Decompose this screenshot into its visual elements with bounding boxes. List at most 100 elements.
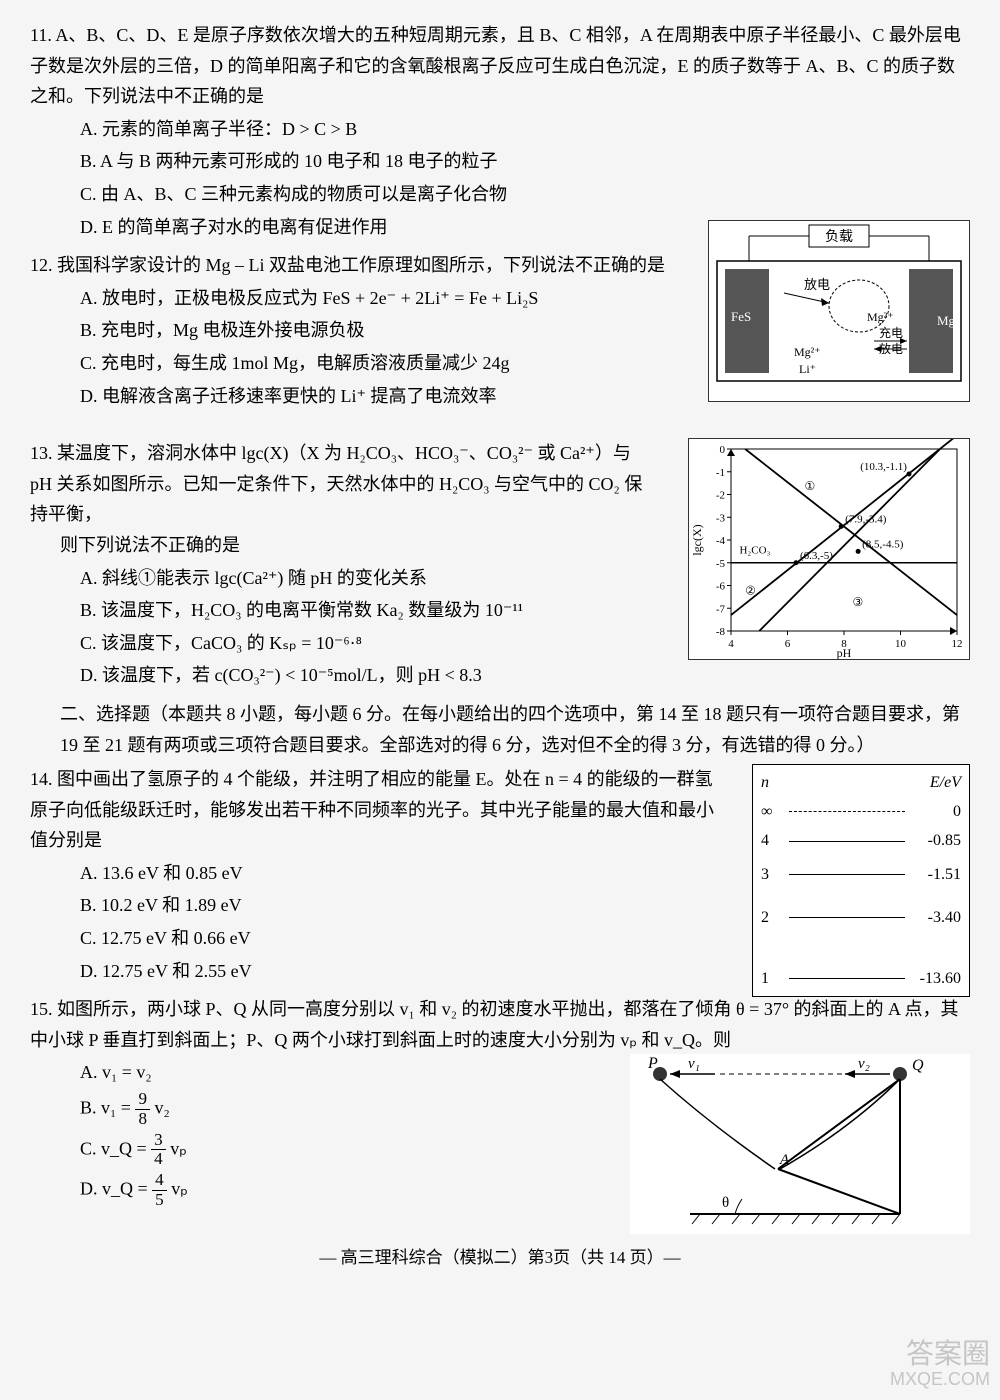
q12-opt-a: A. 放电时，正极电极反应式为 FeS + 2e⁻ + 2Li⁺ = Fe + … [80, 283, 670, 314]
q14-opt-b: B. 10.2 eV 和 1.89 eV [80, 890, 730, 921]
svg-text:H₂CO₃: H₂CO₃ [739, 545, 770, 557]
svg-text:10: 10 [895, 638, 907, 650]
svg-text:②: ② [745, 584, 756, 598]
svg-text:①: ① [804, 479, 815, 493]
svg-text:pH: pH [837, 646, 852, 659]
q13-opt-a: A. 斜线①能表示 lgc(Ca²⁺) 随 pH 的变化关系 [80, 563, 650, 594]
page-footer: — 高三理科综合（模拟二）第3页（共 14 页）— [30, 1244, 970, 1273]
svg-text:-1: -1 [716, 467, 725, 479]
energy-level-row: 1-13.60 [761, 965, 961, 992]
q14-opt-d: D. 12.75 eV 和 2.55 eV [80, 956, 730, 987]
v1-label: v₁ [688, 1056, 700, 1072]
question-14: n E/eV ∞04-0.853-1.512-3.401-13.60 14. 图… [30, 764, 970, 986]
q12-stem: 我国科学家设计的 Mg – Li 双盐电池工作原理如图所示，下列说法不正确的是 [57, 255, 665, 275]
q11-opt-c: C. 由 A、B、C 三种元素构成的物质可以是离子化合物 [80, 179, 970, 210]
q13-stem-a: 某温度下，溶洞水体中 lgc(X)（X 为 H₂CO₃、HCO₃⁻、CO₃²⁻ … [30, 443, 642, 524]
q14-opt-a: A. 13.6 eV 和 0.85 eV [80, 858, 730, 889]
svg-text:12: 12 [952, 638, 963, 650]
q15-c-den: 4 [151, 1150, 166, 1169]
svg-text:-6: -6 [716, 581, 726, 593]
q15-c-num: 3 [151, 1131, 166, 1151]
svg-text:-3: -3 [716, 512, 726, 524]
q13-options: A. 斜线①能表示 lgc(Ca²⁺) 随 pH 的变化关系 B. 该温度下，H… [80, 563, 650, 691]
q-label: Q [912, 1057, 924, 1074]
q15-b-den: 8 [135, 1110, 150, 1129]
charge-label: 充电 [879, 325, 903, 340]
q15-stem: 如图所示，两小球 P、Q 从同一高度分别以 v₁ 和 v₂ 的初速度水平抛出，都… [30, 999, 959, 1050]
fes-label: FeS [731, 309, 751, 324]
energy-level-row: 2-3.40 [761, 904, 961, 931]
q14-number: 14. [30, 769, 53, 789]
q15-c-pre: C. v_Q = [80, 1138, 151, 1158]
q13-number: 13. [30, 443, 53, 463]
q13-opt-c: C. 该温度下，CaCO₃ 的 Kₛₚ = 10⁻⁶·⁸ [80, 628, 650, 659]
q14-options: A. 13.6 eV 和 0.85 eV B. 10.2 eV 和 1.89 e… [80, 858, 730, 986]
q14-energy-diagram: n E/eV ∞04-0.85 3-1.51 2-3.40 1-13.60 [752, 764, 970, 997]
svg-text:6: 6 [785, 638, 791, 650]
load-label: 负载 [825, 229, 853, 245]
battery-svg: 负载 放电 充电 放电 FeS Mg²⁺ Li⁺ Mg²⁺ Mg [709, 221, 969, 401]
question-15: P v₁ Q v₂ A θ [30, 994, 970, 1214]
svg-text:-4: -4 [716, 535, 726, 547]
q15-d-pre: D. v_Q = [80, 1179, 152, 1199]
q12-opt-b: B. 充电时，Mg 电极连外接电源负极 [80, 315, 670, 346]
q12-number: 12. [30, 255, 53, 275]
q12-opt-c: C. 充电时，每生成 1mol Mg，电解质溶液质量减少 24g [80, 348, 670, 379]
v2-label: v₂ [858, 1056, 870, 1072]
q15-b-pre: B. v₁ = [80, 1097, 135, 1117]
watermark-l2: MXQE.COM [890, 1370, 990, 1390]
q15-b-num: 9 [135, 1090, 150, 1110]
q15-number: 15. [30, 999, 53, 1019]
q13-chart-svg: 0-1-2-3-4-5-6-7-84681012pHlgc(X)H₂CO₃①②③… [689, 439, 969, 659]
q15-d-num: 4 [152, 1171, 167, 1191]
energy-level-row: 3-1.51 [761, 861, 961, 888]
q15-c-post: vₚ [170, 1138, 187, 1158]
mg-label: Mg [937, 313, 956, 328]
q15-b-post: v₂ [154, 1097, 169, 1117]
q12-battery-diagram: 负载 放电 充电 放电 FeS Mg²⁺ Li⁺ Mg²⁺ Mg [708, 220, 970, 402]
energy-levels-container: ∞04-0.85 3-1.51 2-3.40 1-13.60 [761, 798, 961, 992]
question-12: 负载 放电 充电 放电 FeS Mg²⁺ Li⁺ Mg²⁺ Mg 12. 我国科… [30, 250, 970, 430]
question-11: 11. A、B、C、D、E 是原子序数依次增大的五种短周期元素，且 B、C 相邻… [30, 20, 970, 242]
svg-text:-7: -7 [716, 603, 726, 615]
mg2plus-label-2: Mg²⁺ [867, 310, 894, 324]
liplus-label: Li⁺ [799, 362, 816, 376]
svg-text:lgc(X): lgc(X) [690, 524, 704, 555]
svg-text:(10.3,-1.1): (10.3,-1.1) [860, 461, 907, 473]
svg-text:4: 4 [728, 638, 734, 650]
q13-opt-b: B. 该温度下，H₂CO₃ 的电离平衡常数 Ka₂ 数量级为 10⁻¹¹ [80, 595, 650, 626]
q14-stem: 图中画出了氢原子的 4 个能级，并注明了相应的能量 E。处在 n = 4 的能级… [30, 769, 714, 850]
q11-stem: A、B、C、D、E 是原子序数依次增大的五种短周期元素，且 B、C 相邻，A 在… [30, 25, 961, 106]
svg-text:(6.3,-5): (6.3,-5) [800, 550, 833, 562]
a-label: A [779, 1152, 790, 1168]
svg-text:③: ③ [852, 595, 863, 609]
p-label: P [647, 1055, 658, 1072]
mg2plus-label-1: Mg²⁺ [794, 345, 821, 359]
q12-opt-d: D. 电解液含离子迁移速率更快的 Li⁺ 提高了电流效率 [80, 381, 670, 412]
q15-d-post: vₚ [171, 1179, 188, 1199]
q13-chart: 0-1-2-3-4-5-6-7-84681012pHlgc(X)H₂CO₃①②③… [688, 438, 970, 660]
q15-svg: P v₁ Q v₂ A θ [630, 1054, 970, 1234]
q14-opt-c: C. 12.75 eV 和 0.66 eV [80, 923, 730, 954]
q11-number: 11. [30, 25, 52, 45]
svg-text:-5: -5 [716, 558, 726, 570]
q13-opt-d: D. 该温度下，若 c(CO₃²⁻) < 10⁻⁵mol/L，则 pH < 8.… [80, 660, 650, 691]
svg-text:-8: -8 [716, 626, 726, 638]
svg-text:(7.9,-3.4): (7.9,-3.4) [845, 514, 887, 526]
q15-projectile-diagram: P v₁ Q v₂ A θ [630, 1054, 970, 1234]
discharge-label-1: 放电 [804, 277, 830, 292]
watermark-l1: 答案圈 [890, 1339, 990, 1370]
energy-level-row: ∞0 [761, 798, 961, 825]
q15-d-den: 5 [152, 1191, 167, 1210]
question-13: 0-1-2-3-4-5-6-7-84681012pHlgc(X)H₂CO₃①②③… [30, 438, 970, 691]
q13-stem-b: 则下列说法不正确的是 [60, 530, 650, 561]
energy-level-row: 4-0.85 [761, 827, 961, 854]
q12-options: A. 放电时，正极电极反应式为 FeS + 2e⁻ + 2Li⁺ = Fe + … [80, 283, 670, 411]
q11-opt-a: A. 元素的简单离子半径：D > C > B [80, 114, 970, 145]
svg-text:(8.5,-4.5): (8.5,-4.5) [862, 539, 904, 551]
energy-header-e: E/eV [930, 769, 961, 796]
section-2-header: 二、选择题（本题共 8 小题，每小题 6 分。在每小题给出的四个选项中，第 14… [60, 699, 970, 760]
q11-opt-b: B. A 与 B 两种元素可形成的 10 电子和 18 电子的粒子 [80, 146, 970, 177]
svg-text:0: 0 [720, 444, 726, 456]
energy-header-n: n [761, 769, 783, 796]
